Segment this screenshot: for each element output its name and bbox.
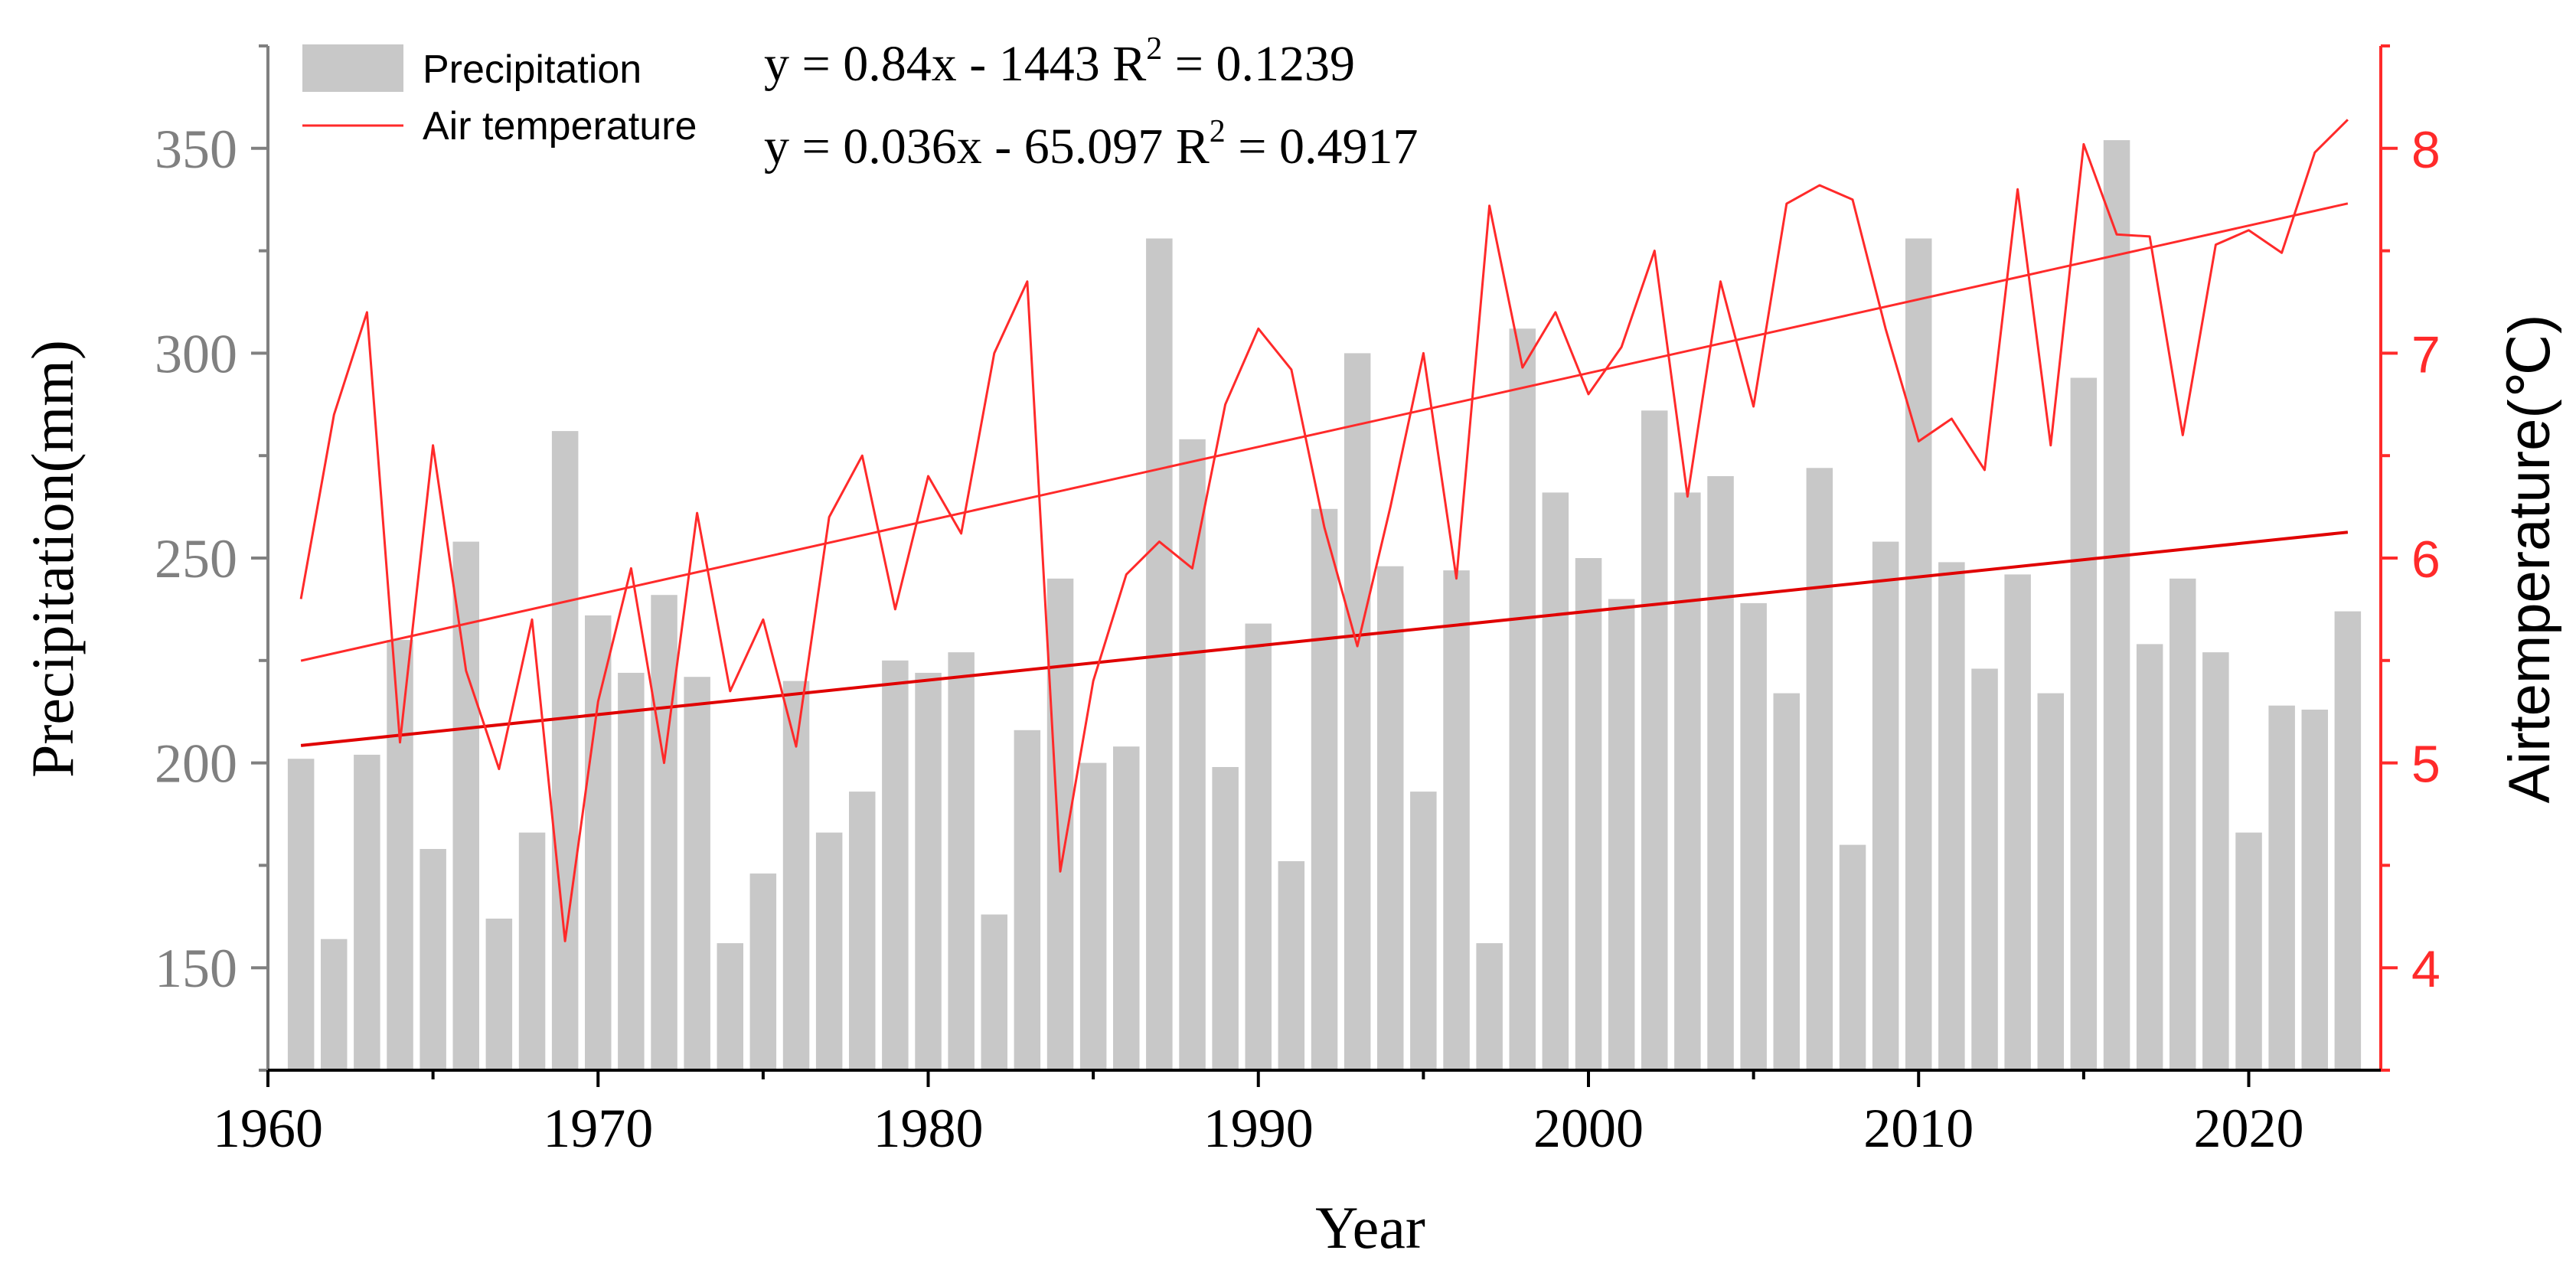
precipitation-bar [354, 754, 380, 1070]
precipitation-bar [1740, 602, 1767, 1070]
precipitation-bar [2037, 693, 2064, 1070]
equation-temperature: y = 0.036x - 65.097 R2 = 0.4917 [764, 114, 1418, 175]
precipitation-bar [1014, 730, 1041, 1070]
y-axis-right-title: Airtemperature(℃) [2497, 315, 2562, 804]
legend-precipitation-swatch [302, 44, 403, 92]
temperature-line [299, 119, 2349, 942]
precipitation-bar [651, 595, 677, 1070]
x-axis-title: Year [1315, 1194, 1425, 1261]
y-right-tick-label: 8 [2411, 121, 2441, 179]
precipitation-bar [2070, 377, 2098, 1070]
precipitation-bar [1278, 861, 1305, 1070]
y-axis-left-title: Precipitation(mm) [19, 340, 86, 778]
precipitation-bar [420, 849, 446, 1070]
precipitation-bar [915, 672, 942, 1070]
y-right-tick-label: 4 [2411, 940, 2441, 998]
precipitation-bar [1839, 844, 1866, 1070]
precipitation-bar [485, 919, 513, 1070]
precipitation-bar [2136, 644, 2163, 1070]
precipitation-bar [2170, 578, 2196, 1070]
precipitation-bar [1938, 562, 1965, 1070]
precipitation-bar [1344, 353, 1371, 1070]
precipitation-bar [2334, 611, 2362, 1070]
equation-precipitation: y = 0.84x - 1443 R2 = 0.1239 [764, 31, 1355, 92]
precipitation-bar [1079, 762, 1107, 1070]
x-tick-label: 2000 [1533, 1098, 1644, 1159]
precipitation-bar [1773, 693, 1800, 1070]
precipitation-bar [1113, 746, 1140, 1070]
precipitation-bar [1806, 468, 1833, 1070]
precipitation-bars [287, 140, 2362, 1071]
legend-precipitation-label: Precipitation [423, 47, 642, 92]
precipitation-bar [1608, 599, 1635, 1070]
precipitation-bar [981, 914, 1007, 1070]
precipitation-bar [1377, 566, 1404, 1070]
precipitation-bar [1509, 328, 1536, 1070]
y-right-tick-label: 6 [2411, 531, 2441, 589]
precipitation-bar [1872, 541, 1899, 1070]
x-tick-label: 2010 [1863, 1098, 1974, 1159]
precipitation-bar [1443, 570, 1470, 1070]
precipitation-bar [287, 759, 315, 1070]
precipitation-bar [1410, 792, 1437, 1070]
y-right-tick-label: 5 [2411, 736, 2441, 794]
x-tick-label: 2020 [2194, 1098, 2304, 1159]
x-tick-label: 1960 [213, 1098, 323, 1159]
precipitation-bar [882, 660, 909, 1070]
precipitation-bar [1179, 439, 1206, 1070]
precipitation-bar [815, 832, 843, 1070]
precipitation-bar [1476, 943, 1503, 1070]
precipitation-bar [618, 672, 645, 1070]
precipitation-bar [518, 832, 546, 1070]
y-left-tick-label: 200 [155, 733, 237, 795]
precipitation-bar [452, 541, 479, 1070]
y-left-tick-label: 250 [155, 528, 237, 589]
precipitation-bar [2235, 832, 2262, 1070]
precipitation-bar [1674, 492, 1701, 1070]
precipitation-bar [2301, 710, 2328, 1070]
precipitation-bar [1707, 476, 1734, 1070]
axes: 150 200 250 300 350 4 5 6 7 8 1960 1970 1980 1990 2000… [155, 44, 2441, 1159]
y-left-tick-label: 150 [155, 938, 237, 999]
precipitation-bar [321, 939, 348, 1070]
precipitation-bar [2202, 652, 2229, 1070]
precipitation-bar [1575, 558, 1602, 1070]
precipitation-bar [551, 431, 579, 1070]
x-tick-label: 1990 [1203, 1098, 1314, 1159]
precipitation-trendline [300, 531, 2349, 747]
precipitation-bar [1905, 238, 1932, 1070]
precipitation-bar [387, 640, 413, 1070]
precipitation-bar [2268, 705, 2295, 1070]
precipitation-bar [1311, 508, 1338, 1070]
y-left-tick-label: 300 [155, 323, 237, 384]
y-right-tick-label: 7 [2411, 325, 2441, 384]
precipitation-bar [717, 943, 743, 1070]
temperature-line-group [299, 119, 2349, 942]
precipitation-bar [684, 677, 710, 1070]
precipitation-bar [2103, 140, 2130, 1071]
y-left-tick-label: 350 [155, 119, 237, 180]
precipitation-bar [1641, 410, 1668, 1070]
precipitation-bar [1212, 767, 1239, 1070]
precipitation-bar [1971, 668, 1998, 1070]
precipitation-bar [749, 873, 777, 1070]
legend: Precipitation Air temperature [302, 44, 697, 149]
legend-temperature-label: Air temperature [423, 104, 697, 149]
precipitation-bar [2004, 574, 2031, 1070]
x-tick-label: 1970 [543, 1098, 653, 1159]
precipitation-bar [1542, 492, 1569, 1070]
precipitation-bar [948, 652, 975, 1070]
x-tick-label: 1980 [873, 1098, 984, 1159]
precipitation-bar [849, 792, 876, 1070]
precipitation-bar [585, 615, 612, 1070]
precipitation-bar [1245, 623, 1272, 1070]
